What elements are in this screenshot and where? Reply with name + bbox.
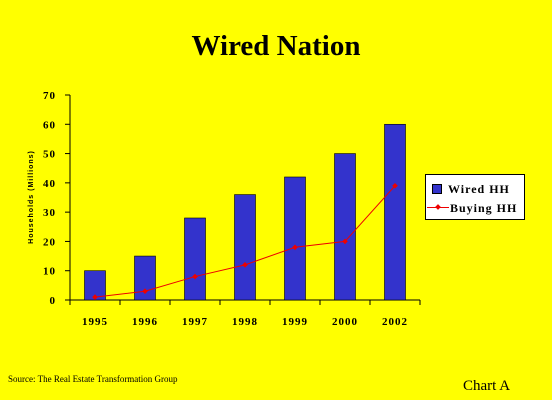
legend: Wired HH Buying HH: [425, 174, 525, 220]
y-tick-label: 50: [43, 149, 56, 161]
point-buying-hh: [292, 244, 298, 251]
bar-wired-hh: [234, 194, 256, 301]
point-buying-hh: [342, 238, 348, 245]
legend-item-wired: Wired HH: [426, 181, 510, 197]
point-buying-hh: [192, 273, 198, 280]
bar-wired-hh: [84, 270, 106, 301]
bar-wired-hh: [334, 153, 356, 301]
y-tick-label: 60: [43, 119, 56, 131]
x-ticks: 1995 1996 1997 1998 1999 2000 2002: [69, 300, 421, 328]
y-tick-label: 40: [43, 178, 56, 190]
x-tick-label: 2000: [332, 316, 358, 328]
legend-label-buying: Buying HH: [450, 200, 518, 215]
x-tick-label: 2002: [382, 316, 408, 328]
bar-series: [84, 123, 406, 301]
legend-line-swatch: [427, 203, 449, 213]
bar-wired-hh: [284, 176, 306, 301]
point-buying-hh: [392, 182, 398, 189]
x-tick-label: 1997: [182, 316, 208, 328]
x-tick-label: 1995: [82, 316, 108, 328]
point-buying-hh: [242, 262, 248, 268]
y-tick-label: 30: [43, 207, 56, 219]
x-tick-label: 1998: [232, 316, 258, 328]
y-tick-label: 20: [43, 236, 56, 248]
line-series: [92, 182, 398, 300]
bar-wired-hh: [134, 255, 156, 301]
point-buying-hh: [92, 294, 98, 300]
source-note: Source: The Real Estate Transformation G…: [8, 374, 178, 384]
bar-wired-hh: [384, 123, 406, 301]
y-tick-label: 0: [50, 295, 57, 307]
chart-label: Chart A: [463, 378, 511, 394]
point-buying-hh: [142, 288, 148, 295]
y-tick-label: 70: [43, 90, 56, 102]
y-ticks: 0 10 20 30 40 50 60 70: [43, 90, 70, 307]
bar-wired-hh: [184, 217, 206, 301]
chart-title: Wired Nation: [191, 30, 361, 62]
y-tick-label: 10: [43, 266, 56, 278]
x-tick-label: 1996: [132, 316, 158, 328]
legend-bar-swatch: [432, 184, 442, 194]
y-axis-label: Households (Millions): [28, 150, 35, 244]
legend-label-wired: Wired HH: [448, 181, 510, 196]
legend-item-buying: Buying HH: [426, 200, 517, 216]
x-tick-label: 1999: [282, 316, 308, 328]
